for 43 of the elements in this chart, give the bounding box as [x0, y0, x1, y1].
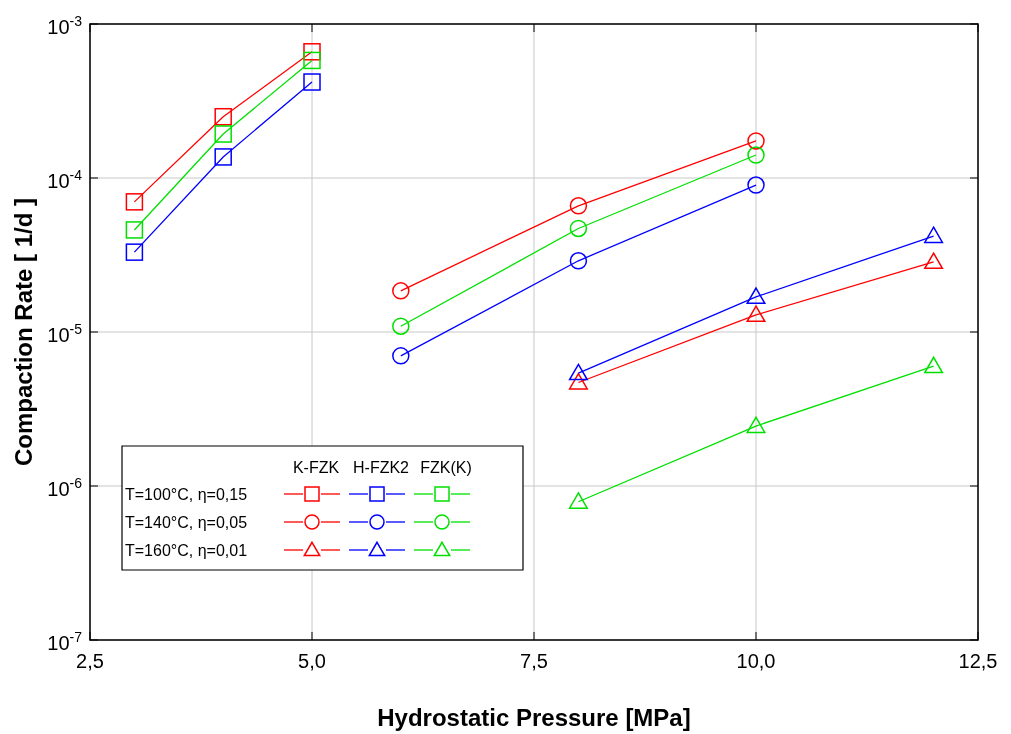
x-tick-label: 5,0	[298, 650, 326, 672]
annotation: FZK(K)	[420, 459, 472, 476]
point	[569, 219, 588, 238]
point	[125, 243, 144, 261]
annotation: T=140°C, η=0,05	[125, 514, 248, 531]
annotation: T=160°C, η=0,01	[125, 542, 248, 559]
point	[303, 51, 321, 70]
x-tick-label: 7,5	[520, 650, 548, 672]
point	[392, 282, 410, 300]
point	[746, 305, 766, 323]
x-axis-title: Hydrostatic Pressure [MPa]	[377, 704, 691, 731]
x-tick-label: 10,0	[736, 650, 776, 672]
point	[125, 193, 144, 211]
point	[747, 132, 765, 150]
point	[924, 252, 944, 270]
point	[747, 146, 765, 164]
annotation: K-FZK	[292, 459, 340, 476]
annotation: T=100°C, η=0,15	[125, 486, 248, 503]
point	[125, 221, 144, 239]
point	[569, 252, 588, 270]
point	[392, 317, 410, 335]
point	[568, 372, 588, 390]
x-tick-label: 12,5	[958, 650, 998, 672]
point	[392, 347, 410, 365]
point	[214, 107, 232, 126]
point	[568, 492, 588, 509]
point	[924, 356, 944, 374]
point	[746, 416, 766, 434]
point	[747, 176, 765, 194]
point	[214, 125, 232, 143]
point	[569, 197, 588, 215]
point	[303, 43, 321, 61]
point	[746, 287, 766, 305]
y-tick-label: 10$^{-4}$	[47, 167, 83, 192]
point	[924, 226, 944, 244]
point	[303, 73, 321, 91]
point	[214, 148, 232, 166]
y-tick-label: 10$^{-6}$	[47, 475, 83, 500]
y-tick-label: 10$^{-5}$	[47, 321, 83, 346]
annotation: H-FZK2	[353, 459, 410, 476]
y-axis-title: Compaction Rate [ 1/d ]	[10, 197, 37, 467]
point	[568, 363, 588, 381]
y-tick-label: 10$^{-3}$	[47, 13, 83, 38]
